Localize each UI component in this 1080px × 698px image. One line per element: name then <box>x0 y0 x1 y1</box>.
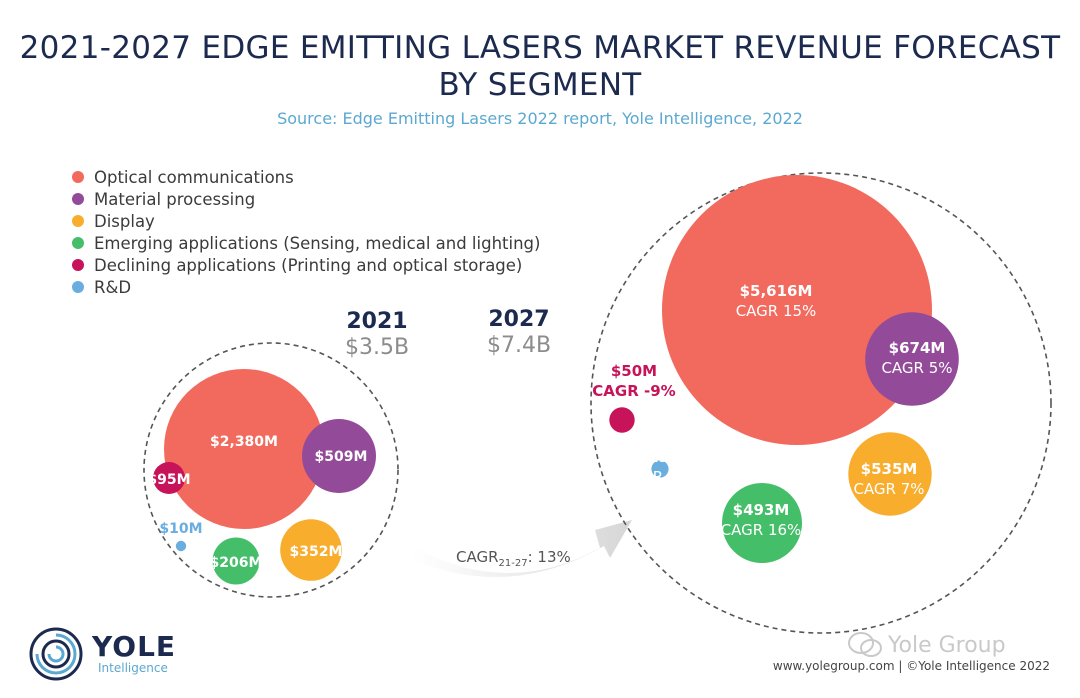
legend-swatch <box>72 171 84 183</box>
legend-item-declining-applications-printing-and-optical-storage: Declining applications (Printing and opt… <box>72 254 540 276</box>
chart-title-line2: BY SEGMENT <box>438 67 642 103</box>
value-label-2021-display: $352M <box>290 544 343 560</box>
bubble-2021-emerging-applications-sensing-medical-and-lighting <box>212 537 260 585</box>
cagr-label-2027-declining-applications-printing-and-optical-storage: CAGR -9% <box>592 382 675 400</box>
legend-item-display: Display <box>72 210 540 232</box>
legend-swatch <box>72 193 84 205</box>
year-group-outline-2021 <box>143 342 399 598</box>
bubble-2027-r-d <box>651 460 669 478</box>
bubble-2027-display <box>848 432 932 516</box>
logo-sub: Intelligence <box>98 661 168 675</box>
year-total-2021: $3.5B <box>345 335 409 360</box>
watermark-text: Yole Group <box>888 632 1006 658</box>
legend-swatch <box>72 259 84 271</box>
bubble-2027-material-processing <box>865 312 959 406</box>
legend-swatch <box>72 237 84 249</box>
bubble-2027-declining-applications-printing-and-optical-storage <box>609 407 635 433</box>
value-label-2021-r-d: $10M <box>159 521 202 537</box>
value-label-2021-material-processing: $509M <box>315 449 368 465</box>
value-label-2021-optical-communications: $2,380M <box>210 434 278 450</box>
value-label-2027-optical-communications: $5,616M <box>740 282 813 300</box>
legend-item-emerging-applications-sensing-medical-and-lighting: Emerging applications (Sensing, medical … <box>72 232 540 254</box>
legend-label: Declining applications (Printing and opt… <box>94 255 523 275</box>
chart-legend: Optical communications Material processin… <box>72 166 540 298</box>
legend-label: Optical communications <box>94 167 294 187</box>
year-group-outline-2027 <box>590 172 1052 634</box>
legend-item-r-d: R&D <box>72 276 540 298</box>
bubble-2021-r-d <box>175 540 187 552</box>
yole-logo: YOLE Intelligence <box>28 626 176 682</box>
watermark: Yole Group <box>848 631 1006 659</box>
yole-logo-icon <box>29 627 83 681</box>
chart-title: 2021-2027 EDGE EMITTING LASERS MARKET RE… <box>0 30 1080 104</box>
bubble-2021-display <box>280 519 342 581</box>
legend-swatch <box>72 281 84 293</box>
cagr-label-2027-emerging-applications-sensing-medical-and-lighting: CAGR 16% <box>721 521 802 539</box>
bubble-2027-emerging-applications-sensing-medical-and-lighting <box>722 483 802 563</box>
chart-source: Source: Edge Emitting Lasers 2022 report… <box>277 109 803 128</box>
cagr-label-2027-display: CAGR 7% <box>853 480 924 498</box>
legend-item-optical-communications: Optical communications <box>72 166 540 188</box>
bubble-2021-material-processing <box>302 419 376 493</box>
legend-label: R&D <box>94 277 132 297</box>
legend-item-material-processing: Material processing <box>72 188 540 210</box>
cagr-label-2027-r-d: CAGR 15% <box>621 468 702 486</box>
cagr-label-2027-optical-communications: CAGR 15% <box>736 302 817 320</box>
year-label-2021: 2021 <box>346 309 407 334</box>
chat-bubble-icon <box>848 632 882 657</box>
bubble-2021-optical-communications <box>164 369 324 529</box>
cagr-label-2027-material-processing: CAGR 5% <box>881 359 952 377</box>
bubble-2027-optical-communications <box>662 175 932 445</box>
value-label-2021-emerging-applications-sensing-medical-and-lighting: $206M <box>210 555 263 571</box>
legend-label: Material processing <box>94 189 256 209</box>
legend-label: Emerging applications (Sensing, medical … <box>94 233 541 253</box>
value-label-2027-material-processing: $674M <box>889 339 946 357</box>
value-label-2021-declining-applications-printing-and-optical-storage: $95M <box>147 472 190 488</box>
chart-title-line1: 2021-2027 EDGE EMITTING LASERS MARKET RE… <box>19 30 1061 66</box>
logo-name: YOLE <box>92 630 177 663</box>
year-total-2027: $7.4B <box>487 333 551 358</box>
value-label-2027-emerging-applications-sensing-medical-and-lighting: $493M <box>733 501 790 519</box>
value-label-2027-display: $535M <box>861 460 918 478</box>
cagr-overall-label: CAGR21-27: 13% <box>456 548 571 569</box>
bubble-2021-declining-applications-printing-and-optical-storage <box>153 462 185 494</box>
footer-text: www.yolegroup.com | ©Yole Intelligence 2… <box>772 659 1050 673</box>
value-label-2027-declining-applications-printing-and-optical-storage: $50M <box>611 362 657 380</box>
year-label-2027: 2027 <box>488 307 549 332</box>
legend-label: Display <box>94 211 155 231</box>
legend-swatch <box>72 215 84 227</box>
value-label-2027-r-d: $23M <box>638 448 684 466</box>
